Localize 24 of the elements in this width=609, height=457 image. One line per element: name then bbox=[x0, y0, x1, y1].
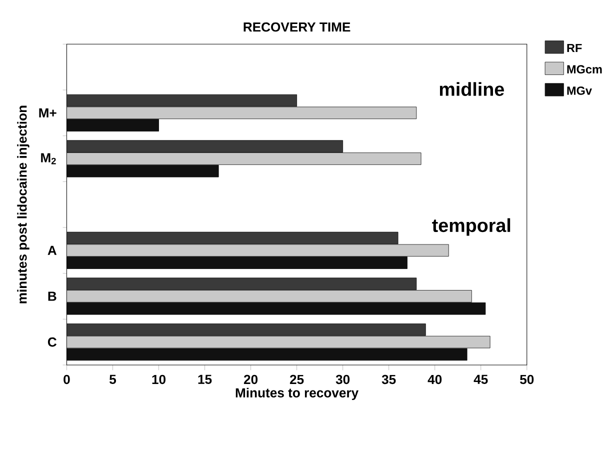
x-tick-label: 20 bbox=[244, 374, 258, 384]
annotation: midline bbox=[440, 82, 504, 96]
y-tick-label: A bbox=[48, 246, 57, 255]
x-tick-label: 30 bbox=[336, 374, 350, 384]
annotation: temporal bbox=[432, 218, 510, 236]
y-tick-label: M$_{2}$ bbox=[41, 153, 56, 164]
x-tick-label: 10 bbox=[152, 374, 166, 384]
x-axis-title: Minutes to recovery bbox=[236, 388, 358, 400]
legend-label: MGcm bbox=[567, 65, 602, 74]
chart-title: RECOVERY TIME bbox=[244, 22, 350, 32]
x-tick-label: 40 bbox=[428, 374, 442, 384]
x-tick-label: 15 bbox=[198, 374, 212, 384]
x-tick-label: 35 bbox=[382, 374, 396, 384]
y-tick-label: C bbox=[48, 337, 57, 347]
legend-label: RF bbox=[567, 44, 582, 52]
x-tick-label: 50 bbox=[520, 374, 534, 384]
legend-label: MGv bbox=[567, 86, 592, 95]
x-tick-label: 0 bbox=[64, 374, 70, 384]
y-tick-label: B bbox=[48, 292, 56, 301]
y-axis-title: minutes post lidocaine injection bbox=[17, 106, 30, 304]
y-tick-label: M+ bbox=[39, 108, 56, 118]
x-tick-label: 5 bbox=[110, 374, 116, 384]
x-tick-label: 45 bbox=[474, 374, 488, 384]
x-tick-label: 25 bbox=[290, 374, 304, 384]
